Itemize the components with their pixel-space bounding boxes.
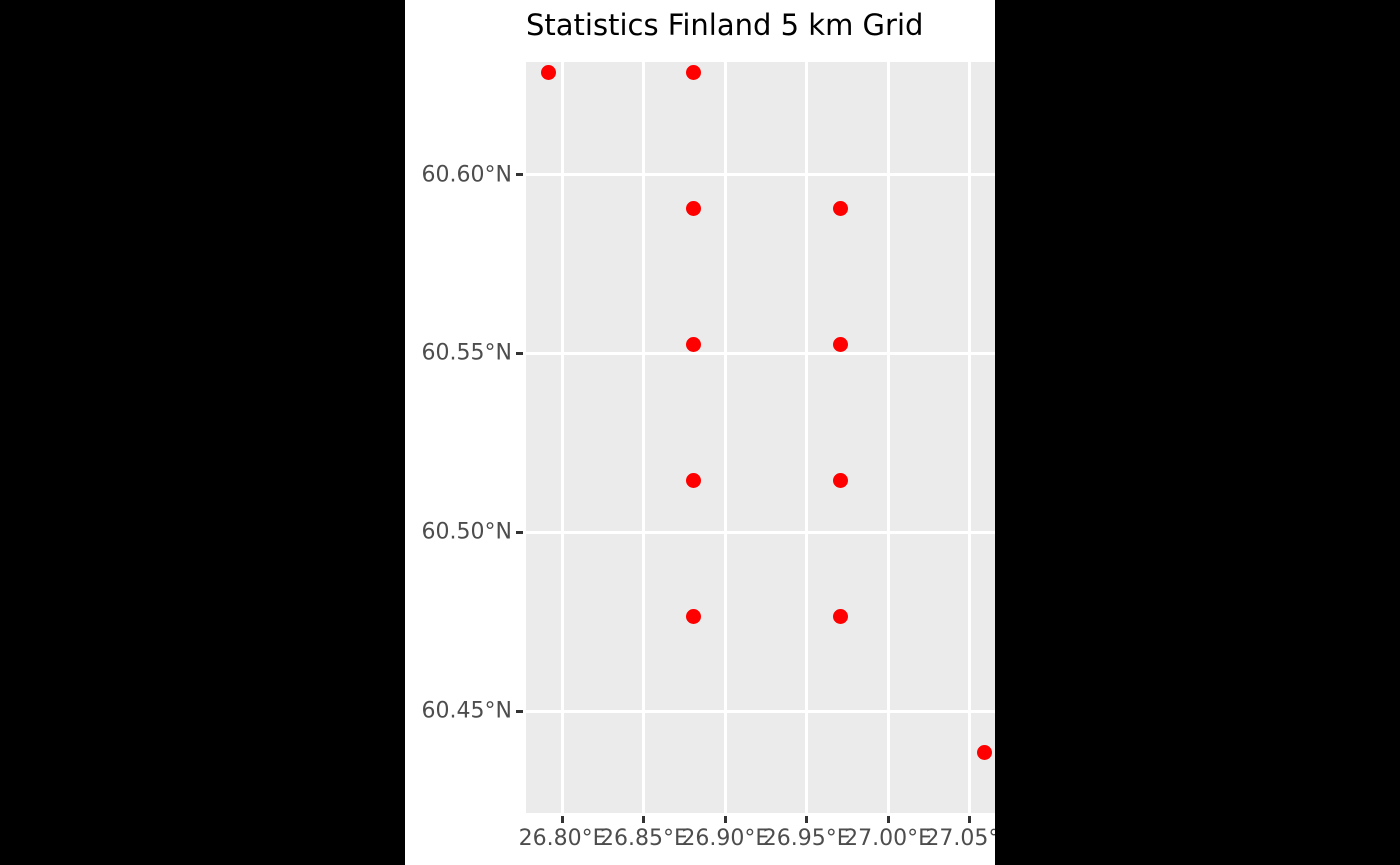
letterbox-band-left — [0, 0, 405, 865]
x-axis-tick — [967, 816, 971, 823]
y-axis-tick — [516, 173, 523, 177]
data-point — [686, 337, 702, 353]
y-axis-tick — [516, 709, 523, 713]
y-axis-label: 60.50°N — [421, 519, 512, 545]
x-axis-tick — [805, 816, 809, 823]
x-axis-label: 27.05°E — [925, 826, 995, 851]
gridline-vertical — [886, 62, 890, 813]
x-axis-label: 27.00°E — [844, 826, 932, 851]
data-point — [686, 472, 702, 488]
y-axis-label: 60.60°N — [421, 162, 512, 188]
page-title: Statistics Finland 5 km Grid — [526, 8, 924, 42]
x-axis-tick — [723, 816, 727, 823]
data-point — [832, 201, 848, 217]
gridline-horizontal — [526, 351, 995, 355]
gridline-vertical — [805, 62, 809, 813]
data-point — [686, 608, 702, 624]
y-axis-tick — [516, 530, 523, 534]
x-axis-label: 26.80°E — [518, 826, 607, 851]
data-point — [832, 472, 848, 488]
data-point — [832, 337, 848, 353]
gridline-vertical — [967, 62, 971, 813]
y-axis-label: 60.45°N — [421, 698, 512, 724]
y-axis-label: 60.55°N — [421, 340, 512, 366]
data-point — [686, 201, 702, 217]
x-axis-tick — [642, 816, 646, 823]
x-axis-label: 26.90°E — [681, 826, 770, 851]
x-axis-label: 26.95°E — [762, 826, 851, 851]
gridline-horizontal — [526, 530, 995, 534]
data-point — [832, 608, 848, 624]
x-axis-tick — [886, 816, 890, 823]
gridline-vertical — [561, 62, 565, 813]
data-point — [977, 744, 993, 760]
data-point — [541, 65, 557, 81]
y-axis-tick — [516, 351, 523, 355]
x-axis-label: 26.85°E — [600, 826, 688, 851]
plot-panel — [526, 62, 995, 813]
plot-figure-canvas: Statistics Finland 5 km Grid 26.80°E 26.8… — [405, 0, 995, 865]
gridline-vertical — [723, 62, 727, 813]
x-axis-tick — [561, 816, 565, 823]
gridline-horizontal — [526, 173, 995, 177]
data-point — [686, 65, 702, 81]
gridline-vertical — [642, 62, 646, 813]
letterbox-band-right — [995, 0, 1400, 865]
gridline-horizontal — [526, 709, 995, 713]
